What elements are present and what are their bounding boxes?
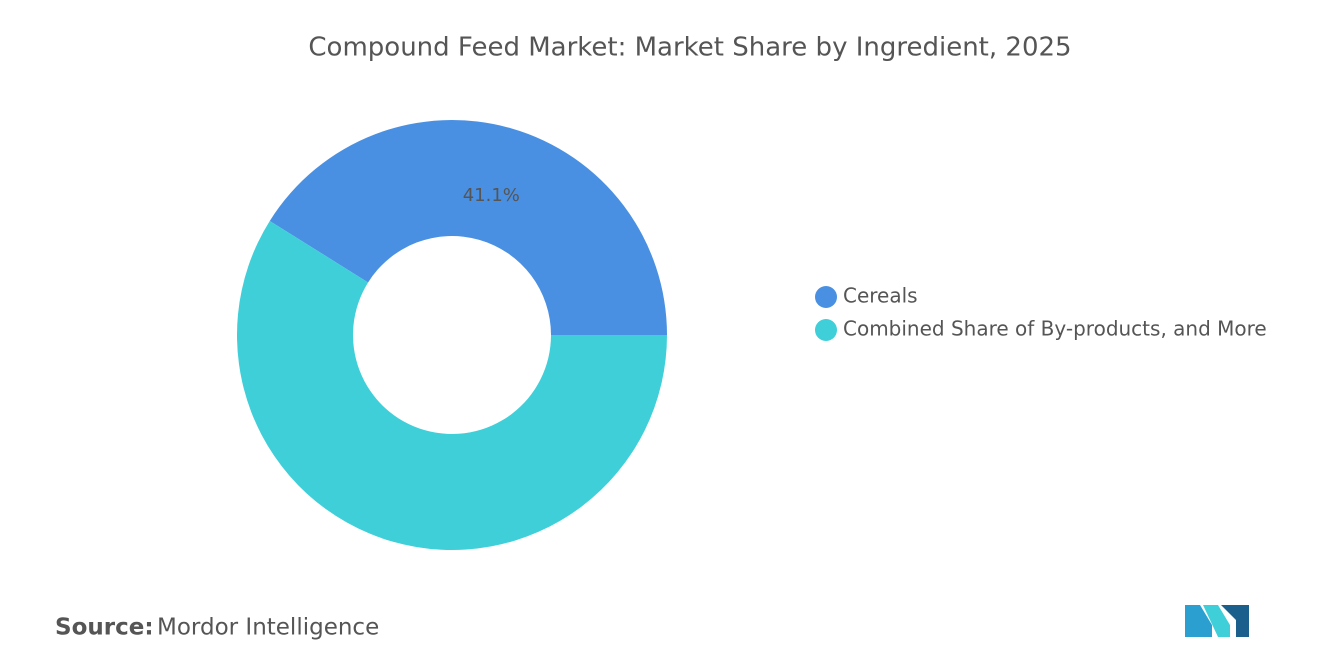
source-label: Source: [55,615,154,641]
logo-part [1221,605,1249,637]
logo-part [1203,605,1230,637]
chart-title: Compound Feed Market: Market Share by In… [308,33,1071,63]
logo [1185,605,1249,637]
source: Mordor Intelligence [157,615,379,641]
slice [237,220,667,550]
legend-label: Combined Share of By-products, and More [843,317,1267,341]
legend-marker [815,319,837,341]
data-label: 41.1% [463,185,520,206]
legend-marker [815,286,837,308]
logo-part [1185,605,1212,637]
slice [269,119,667,335]
legend-label: Cereals [843,284,918,308]
